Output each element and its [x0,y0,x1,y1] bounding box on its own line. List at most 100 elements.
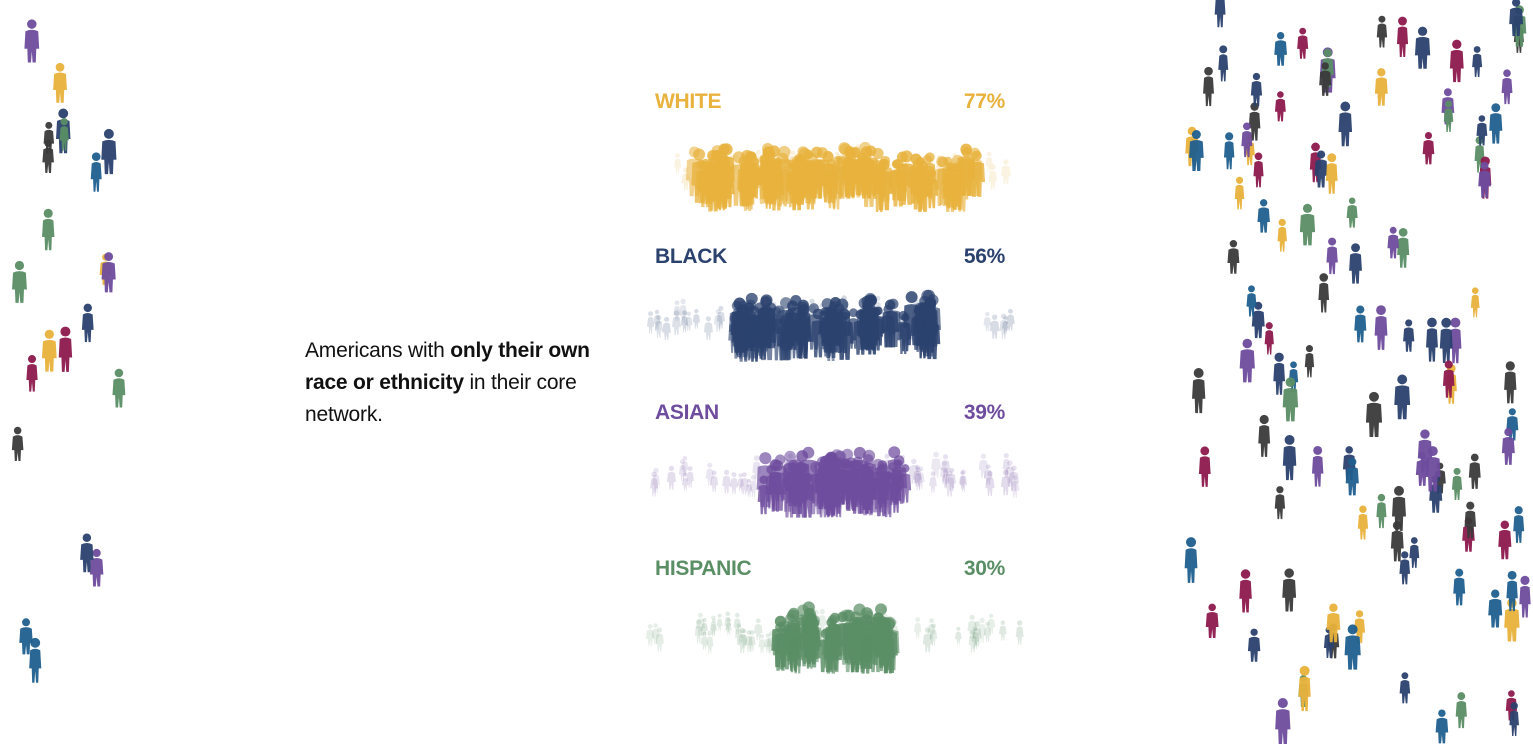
faint-figure [1000,469,1011,496]
crowd-chart [645,141,1024,674]
group-label-black: BLACK [655,245,727,268]
crowd-bar-hispanic [645,601,1024,674]
faint-figure [931,451,941,478]
faint-figure [695,612,705,636]
faint-figure [968,629,978,653]
solid-figure [847,308,860,349]
crowd-bar-white [673,141,1011,212]
scatter-figure [1277,218,1287,252]
faint-figure [749,474,758,498]
faint-figure [999,313,1008,339]
scatter-figure [89,548,104,587]
faint-figure [705,462,714,486]
scatter-figure [1274,31,1287,66]
scatter-figure [11,426,24,462]
scatter-figure [1422,131,1435,165]
faint-figure [716,613,723,633]
scatter-figure [1250,72,1263,107]
faint-figure [692,308,701,329]
scatter-figure [1239,569,1252,613]
faint-figure [999,620,1007,641]
faint-figure [733,612,741,635]
scatter-figure [1403,319,1415,352]
faint-figure [645,624,655,646]
faint-figure [725,617,732,637]
group-value-black: 56% [963,245,1005,268]
faint-figure [978,453,989,478]
solid-figure [785,300,800,350]
solid-figure [841,145,858,195]
scatter-figure [1376,493,1387,529]
solid-figure [885,298,902,348]
scatter-figure [1504,598,1520,642]
faint-figure [748,630,756,653]
faint-figure [916,466,925,490]
solid-figure [698,158,713,204]
faint-figure [703,316,713,340]
scatter-figure [1326,603,1341,643]
solid-figure [771,157,784,197]
scatter-figure [19,618,33,655]
scatter-figure [58,326,73,372]
faint-figure [1015,620,1024,645]
scatter-figure [1319,62,1332,96]
faint-figure [987,613,996,634]
scatter-figure [1345,457,1359,496]
solid-figure [821,627,833,668]
scatter-figure [101,128,117,175]
solid-figure [916,165,929,212]
solid-figure [820,306,836,352]
scatter-figure [1325,153,1338,194]
scatter-figure [1489,103,1503,144]
scatter-figure [1274,486,1286,520]
scatter-figure [42,139,54,173]
faint-figure [745,630,753,653]
scatter-figure [1203,66,1214,107]
scatter-figure [26,355,38,392]
scatter-figure [1399,551,1411,585]
faint-figure [913,464,922,487]
group-value-hispanic: 30% [963,557,1005,580]
faint-figure [914,617,922,640]
solid-figure [849,623,862,666]
solid-figure [876,463,890,508]
faint-figure [1002,452,1010,477]
faint-figure [681,472,689,492]
faint-figure [753,618,763,641]
faint-figure [709,615,717,637]
scatter-figure [1374,68,1388,106]
scatter-figure [80,533,94,573]
scatter-figure [1397,227,1410,268]
solid-figure [806,303,822,350]
faint-figure [737,473,744,492]
faint-figure [666,465,676,490]
group-label-asian: ASIAN [655,401,719,424]
scatter-figure [1354,305,1367,343]
faint-figure [740,629,748,649]
faint-figure [1008,465,1019,492]
faint-figure [745,478,753,498]
solid-figure [756,155,774,204]
solid-figure [941,156,955,198]
scatter-figure [1443,100,1454,132]
scatter-figure [101,252,116,293]
solid-figure [830,155,845,200]
scatter-figure [1435,709,1449,744]
scatter-figure [1192,368,1206,414]
scatter-figure [1376,15,1388,48]
faint-figure [983,464,993,486]
faint-figure [673,153,682,175]
scatter-figure [1227,239,1240,274]
faint-figure [1005,460,1015,486]
group-label-hispanic: HISPANIC [655,557,752,580]
faint-figure [706,630,714,654]
faint-figure [716,305,725,329]
decorative-crowd-right [1184,0,1531,744]
scatter-figure [1392,485,1406,531]
scatter-figure [1414,26,1431,69]
scatter-figure [81,303,94,343]
caption-emphasis: only their own race or ethnicity [305,339,590,394]
scatter-figure [12,260,27,303]
faint-figure [939,460,950,485]
